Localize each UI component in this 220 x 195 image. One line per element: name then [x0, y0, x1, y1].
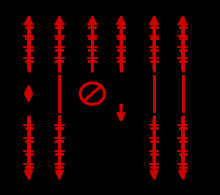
Polygon shape: [25, 85, 33, 102]
